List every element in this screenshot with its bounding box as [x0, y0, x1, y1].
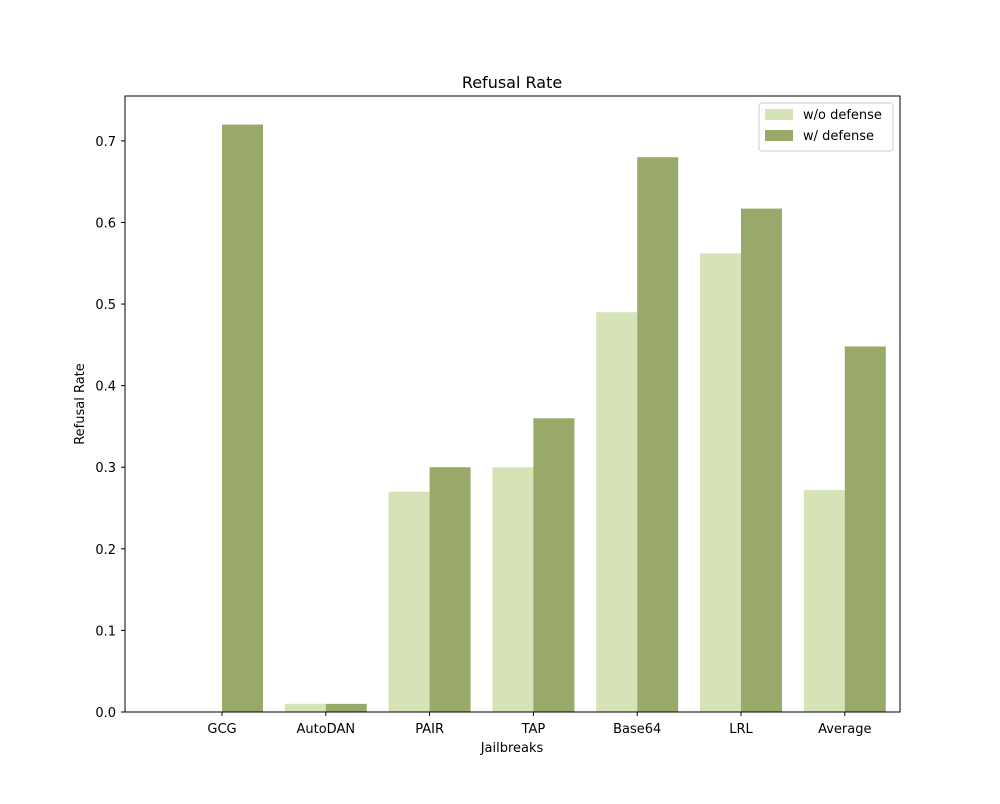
bar-w-defense-autodan	[325, 703, 367, 712]
x-tick-label: GCG	[207, 722, 236, 737]
bars-group	[222, 124, 886, 713]
plot-frame	[124, 95, 901, 713]
x-tick-label: Base64	[613, 722, 661, 737]
legend-label-with-defense: w/ defense	[803, 129, 874, 144]
y-axis: 0.0 0.1 0.2 0.3 0.4 0.5 0.6 0.7	[95, 135, 125, 721]
legend-swatch-with-defense	[765, 130, 793, 141]
y-tick-label: 0.1	[95, 624, 116, 639]
x-axis: GCG AutoDAN PAIR TAP Base64 LRL Average	[207, 712, 871, 737]
y-tick-label: 0.6	[95, 216, 116, 231]
bar-w-defense-pair	[429, 467, 471, 712]
bar-w-defense-lrl	[741, 208, 782, 712]
x-tick-label: Average	[818, 722, 871, 737]
y-axis-label: Refusal Rate	[73, 363, 88, 445]
bar-w-o-defense-base64	[596, 312, 638, 712]
bar-w-o-defense-tap	[492, 467, 534, 712]
bar-w-o-defense-lrl	[700, 253, 741, 713]
chart-title: Refusal Rate	[462, 73, 562, 92]
bar-w-defense-gcg	[222, 124, 263, 713]
bar-w-defense-average	[844, 346, 886, 712]
x-tick-label: LRL	[729, 722, 753, 737]
y-tick-label: 0.5	[95, 298, 116, 313]
x-tick-label: AutoDAN	[297, 722, 356, 737]
bar-w-o-defense-pair	[388, 491, 430, 712]
legend-label-without-defense: w/o defense	[803, 108, 882, 123]
x-tick-label: PAIR	[415, 722, 444, 737]
legend-swatch-without-defense	[765, 109, 793, 120]
bar-w-defense-base64	[637, 157, 679, 713]
y-tick-label: 0.7	[95, 135, 116, 150]
x-axis-label: Jailbreaks	[480, 741, 544, 756]
x-tick-label: TAP	[521, 722, 546, 737]
bar-w-o-defense-average	[803, 490, 845, 712]
y-tick-label: 0.4	[95, 380, 116, 395]
y-tick-label: 0.3	[95, 461, 116, 476]
bar-w-defense-tap	[533, 418, 575, 712]
bar-w-o-defense-autodan	[284, 703, 326, 712]
y-tick-label: 0.0	[95, 706, 116, 721]
legend: w/o defense w/ defense	[758, 102, 894, 152]
y-tick-label: 0.2	[95, 543, 116, 558]
